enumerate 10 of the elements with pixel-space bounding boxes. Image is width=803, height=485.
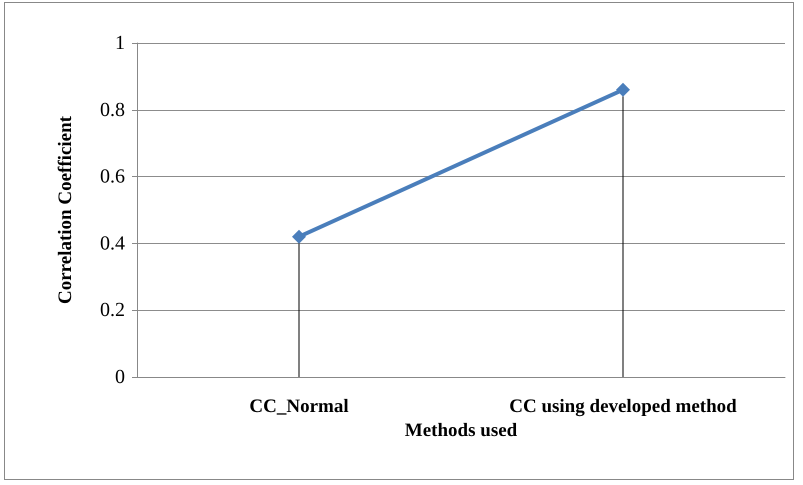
y-tick-label: 1 xyxy=(115,32,125,54)
y-tick-label: 0.2 xyxy=(100,299,125,322)
y-tick-label: 0 xyxy=(115,366,125,388)
x-tick-label: CC_Normal xyxy=(249,396,349,417)
y-tick-label: 0.6 xyxy=(100,166,125,188)
x-tick-label: CC using developed method xyxy=(509,396,738,417)
x-axis-title: Methods used xyxy=(404,420,518,441)
y-tick-label: 0.8 xyxy=(100,98,125,121)
y-axis-title: Correlation Coefficient xyxy=(55,115,76,304)
y-tick-label: 0.4 xyxy=(100,232,125,254)
